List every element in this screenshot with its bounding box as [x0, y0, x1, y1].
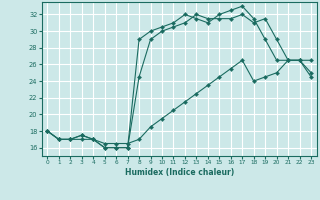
X-axis label: Humidex (Indice chaleur): Humidex (Indice chaleur) [124, 168, 234, 177]
